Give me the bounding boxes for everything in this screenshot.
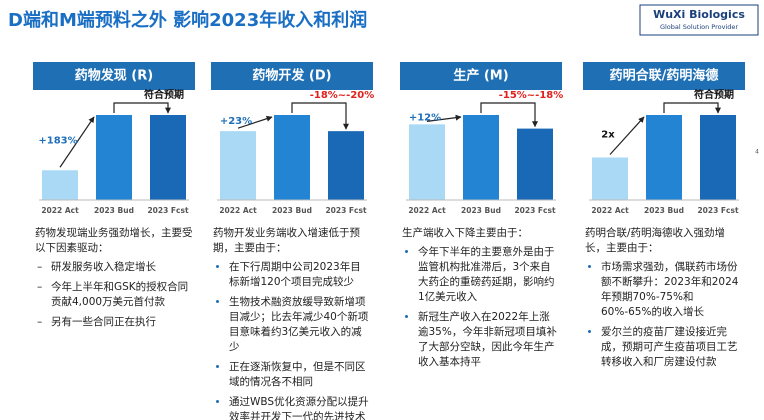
- category-label: 2022 Act: [591, 206, 629, 215]
- panel-header-text: 药物发现 (R): [75, 68, 153, 84]
- comparison-arrow: [291, 102, 349, 130]
- bullet: 市场需求强劲，偶联药市场份额不断攀升：2023年和2024年预期70%-75%和…: [601, 260, 743, 320]
- bar: [42, 170, 78, 200]
- category-label: 2023 Fcst: [697, 206, 739, 215]
- comparison-label: 符合预期: [144, 88, 184, 101]
- growth-label: +12%: [409, 113, 441, 124]
- growth-label: +23%: [220, 116, 252, 127]
- bar: [220, 131, 256, 200]
- growth-label: +183%: [38, 136, 77, 147]
- panel-header-text: 生产 (M): [453, 68, 508, 84]
- bar: [646, 115, 682, 200]
- category-label: 2022 Act: [219, 206, 257, 215]
- comparison-arrow: [480, 102, 538, 128]
- category-label: 2023 Bud: [644, 206, 684, 215]
- bullet: 今年上半年和GSK的授权合同贡献4,000万美元首付款: [37, 280, 193, 310]
- bar: [328, 131, 364, 200]
- panel-header: [33, 62, 195, 90]
- bullet-list: 市场需求强劲，偶联药市场份额不断攀升：2023年和2024年预期70%-75%和…: [585, 260, 743, 370]
- bar: [409, 124, 445, 200]
- logo-box: [639, 4, 759, 36]
- bar: [517, 128, 553, 200]
- panel-text: 药物开发业务端收入增速低于预期，主要由于： 在下行周期中公司2023年目标新增12…: [213, 226, 371, 420]
- panel-header-text: 药物开发 (D): [252, 68, 331, 84]
- panel-text: 药物发现端业务强劲增长，主要受以下因素驱动： 研发服务收入稳定增长今年上半年和GS…: [35, 226, 193, 335]
- bullet-list: 今年下半年的主要意外是由于监管机构批准滞后，3个来自大药企的重磅药延期，影响约1…: [402, 245, 560, 370]
- comparison-label: -15%~-18%: [499, 90, 564, 101]
- panel-header: [211, 62, 373, 90]
- page-number: 4: [755, 149, 759, 156]
- logo-tagline: Global Solution Provider: [660, 23, 738, 31]
- comparison-arrow: [663, 102, 721, 114]
- logo-name: WuXi Biologics: [653, 8, 745, 21]
- panel-intro: 药明合联/药明海德收入强劲增长，主要由于：: [585, 227, 726, 254]
- category-label: 2023 Bud: [461, 206, 501, 215]
- category-label: 2023 Bud: [272, 206, 312, 215]
- growth-label: 2x: [601, 129, 615, 140]
- category-label: 2022 Act: [408, 206, 446, 215]
- slide-title: D端和M端预料之外 影响2023年收入和利润: [8, 9, 367, 31]
- comparison-arrow: [113, 102, 171, 114]
- category-label: 2022 Act: [41, 206, 79, 215]
- bullet: 另有一些合同正在执行: [37, 315, 193, 330]
- bullet: 今年下半年的主要意外是由于监管机构批准滞后，3个来自大药企的重磅药延期，影响约1…: [418, 245, 560, 305]
- bullet-list: 在下行周期中公司2023年目标新增120个项目完成较少生物技术融资放缓导致新增项…: [213, 260, 371, 420]
- bullet: 爱尔兰的疫苗厂建设接近完成，预期可产生疫苗项目工艺转移收入和厂房建设付款: [601, 325, 743, 370]
- bullet: 在下行周期中公司2023年目标新增120个项目完成较少: [229, 260, 371, 290]
- comparison-label: -18%~-20%: [310, 90, 375, 101]
- bullet: 新冠生产收入在2022年上涨逾35%，今年非新冠项目填补了大部分空缺，因此今年生…: [418, 310, 560, 370]
- category-label: 2023 Fcst: [147, 206, 189, 215]
- panel-header: [400, 62, 562, 90]
- bar: [700, 115, 736, 200]
- panel-intro: 药物发现端业务强劲增长，主要受以下因素驱动：: [35, 227, 193, 254]
- growth-arrow: [59, 116, 95, 168]
- growth-arrow: [237, 115, 273, 129]
- bar: [592, 157, 628, 200]
- panel-text: 药明合联/药明海德收入强劲增长，主要由于： 市场需求强劲，偶联药市场份额不断攀升：…: [585, 226, 743, 375]
- panel-header: [583, 62, 745, 90]
- panel-intro: 药物开发业务端收入增速低于预期，主要由于：: [213, 227, 360, 254]
- bar: [274, 115, 310, 200]
- panel-header-text: 药明合联/药明海德: [610, 68, 719, 84]
- growth-arrow: [609, 116, 645, 155]
- category-label: 2023 Bud: [94, 206, 134, 215]
- bullet: 正在逐渐恢复中，但是不同区域的情况各不相同: [229, 360, 371, 390]
- panel-intro: 生产端收入下降主要由于：: [402, 227, 528, 239]
- bullet: 生物技术融资放缓导致新增项目减少；比去年减少40个新项目意味着约3亿美元收入的减…: [229, 295, 371, 355]
- bar: [150, 115, 186, 200]
- panel-text: 生产端收入下降主要由于： 今年下半年的主要意外是由于监管机构批准滞后，3个来自大药…: [402, 226, 560, 375]
- bullet-list: 研发服务收入稳定增长今年上半年和GSK的授权合同贡献4,000万美元首付款另有一…: [35, 260, 193, 330]
- comparison-label: 符合预期: [694, 88, 734, 101]
- bar: [463, 115, 499, 200]
- category-label: 2023 Fcst: [514, 206, 556, 215]
- category-label: 2023 Fcst: [325, 206, 367, 215]
- bullet: 研发服务收入稳定增长: [37, 260, 193, 275]
- growth-arrow: [426, 114, 462, 122]
- bullet: 通过WBS优化资源分配以提升效率并开发下一代的先进技术: [229, 395, 371, 420]
- bar: [96, 115, 132, 200]
